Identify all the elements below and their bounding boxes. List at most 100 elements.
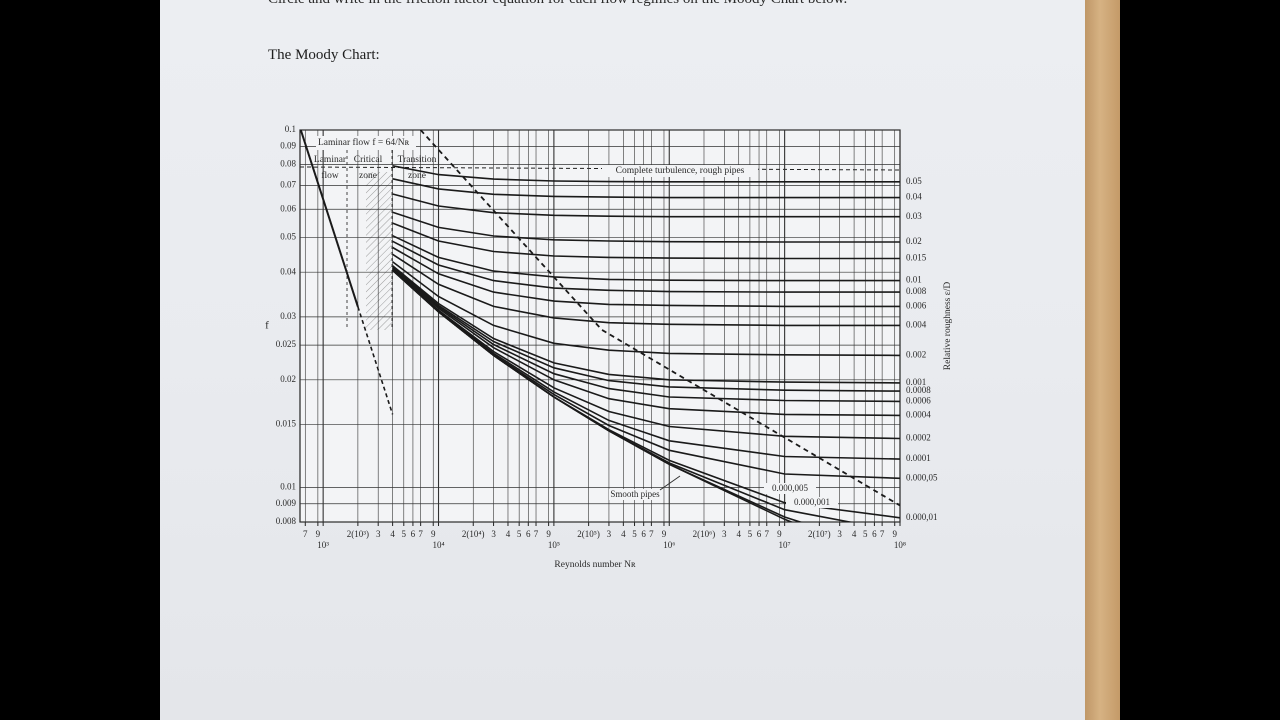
x-tick-label: 7 [880,529,885,539]
instruction-text: Circle and write in the friction factor … [268,0,847,8]
roughness-curve [392,193,900,218]
leader-line [659,475,681,491]
zone-label: zone [408,171,426,181]
x-tick-label: 10⁶ [663,540,675,550]
x-tick-label: 10³ [317,540,329,550]
x-tick-label: 7 [534,529,539,539]
label-bg [786,497,838,508]
x-tick-label: 2(10⁴) [462,529,485,539]
x-tick-label: 10⁴ [432,540,444,550]
annotation: Laminar flow f = 64/Nʀ [318,137,410,148]
x-tick-label: 4 [736,529,741,539]
roughness-label: 0.04 [906,192,922,202]
x-tick-label: 5 [517,529,522,539]
roughness-label: 0.01 [906,275,922,285]
x-tick-label: 2(10⁵) [577,529,600,539]
x-tick-label: 10⁸ [894,540,906,550]
roughness-label: 0.008 [906,286,927,296]
y-axis-title: f [265,320,269,332]
critical-zone-hatch [366,172,392,330]
zone-label: Laminar [314,155,347,165]
roughness-curve [392,222,900,260]
heading: The Moody Chart: [268,47,380,63]
y-tick-label: 0.1 [285,124,296,134]
roughness-label: 0.000,001 [794,497,830,507]
y-tick-label: 0.015 [276,419,297,429]
x-tick-label: 2(10⁷) [808,529,831,539]
roughness-curve [392,246,900,308]
x-tick-label: 2(10⁶) [693,529,716,539]
x-tick-label: 5 [748,529,753,539]
y-tick-label: 0.09 [280,140,296,150]
desk-edge [1080,0,1120,720]
y-tick-label: 0.025 [276,339,297,349]
x-tick-label: 7 [765,529,770,539]
roughness-label: 0.001 [906,377,926,387]
roughness-label: 0.03 [906,211,922,221]
roughness-label: 0.0001 [906,453,931,463]
x-tick-label: 6 [526,529,531,539]
roughness-curve [392,261,900,357]
curves [300,130,900,522]
roughness-label: 0.000,005 [772,483,809,493]
y-tick-label: 0.009 [276,498,297,508]
roughness-curve [392,265,900,384]
roughness-label: 0.0006 [906,395,931,405]
y2-axis-title: Relative roughness ε/D [943,282,953,371]
x-tick-label: 10⁵ [548,540,560,550]
y-tick-label: 0.08 [280,159,296,169]
roughness-label: 0.0002 [906,433,931,443]
y-tick-label: 0.04 [280,266,296,276]
x-tick-label: 4 [621,529,626,539]
annotation: Complete turbulence, rough pipes [616,166,745,176]
x-tick-label: 5 [863,529,868,539]
roughness-label: 0.0008 [906,385,931,395]
y-tick-label: 0.01 [280,481,296,491]
x-tick-label: 9 [777,529,782,539]
roughness-label: 0.000,01 [906,512,938,522]
roughness-label: 0.000,05 [906,472,938,482]
roughness-curve [392,165,900,183]
x-tick-label: 5 [632,529,637,539]
y-tick-label: 0.03 [280,311,296,321]
roughness-curve [392,265,900,392]
y-tick-label: 0.07 [280,179,296,189]
y-tick-label: 0.06 [280,203,296,213]
x-tick-label: 9 [662,529,667,539]
roughness-label: Smooth pipes [610,489,660,499]
roughness-curve [392,234,900,282]
roughness-curve [392,267,900,417]
zone-label: flow [321,170,339,181]
x-tick-label: 9 [316,529,321,539]
x-tick-label: 7 [303,529,308,539]
roughness-curve [392,211,900,243]
roughness-curve [392,268,900,440]
roughness-label: 0.02 [906,236,922,246]
x-tick-label: 6 [641,529,646,539]
x-tick-label: 10⁷ [779,540,791,550]
x-tick-label: 4 [506,529,511,539]
roughness-label: 0.0004 [906,409,931,419]
x-axis-title: Reynolds number Nʀ [554,560,636,570]
laminar-extension [357,306,394,415]
roughness-curve [392,266,900,403]
x-tick-label: 4 [852,529,857,539]
x-tick-label: 5 [402,529,407,539]
x-tick-label: 6 [872,529,877,539]
label-bg [602,165,758,177]
x-tick-label: 3 [607,529,612,539]
x-tick-label: 3 [491,529,496,539]
label-bg [316,136,416,150]
roughness-label: 0.006 [906,300,927,310]
roughness-curve [392,240,900,293]
x-tick-label: 9 [546,529,551,539]
roughness-curve [392,253,900,327]
x-tick-label: 9 [892,529,897,539]
label-bg [764,483,816,494]
roughness-curve [392,269,794,522]
x-tick-label: 3 [837,529,842,539]
zone-label: zone [359,171,377,181]
